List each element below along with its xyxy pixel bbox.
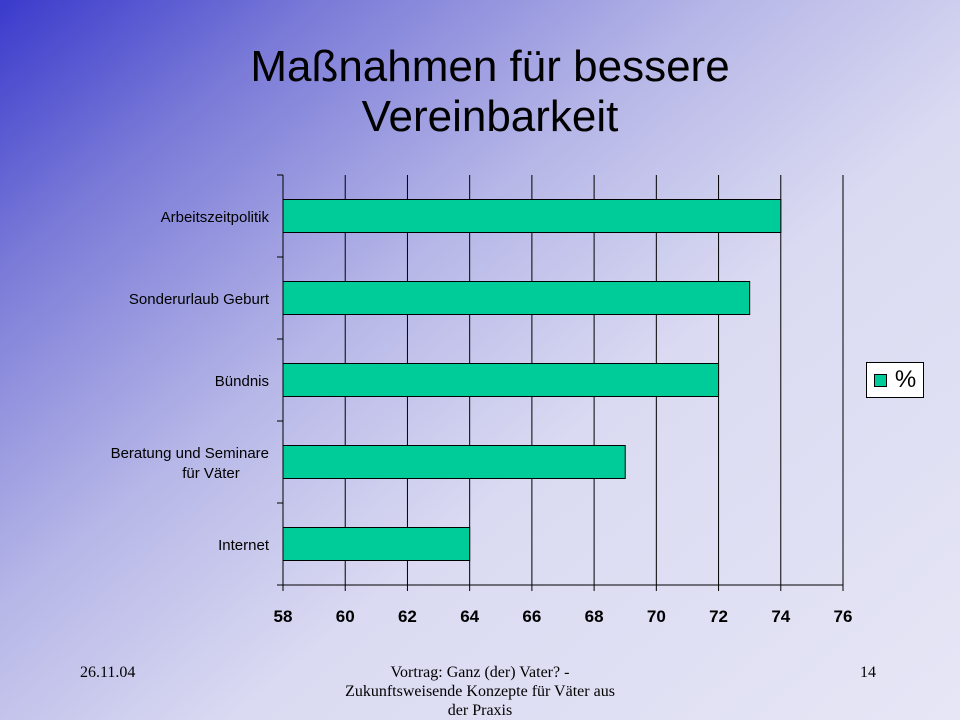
x-tick-label: 72	[709, 607, 728, 626]
x-tick-label: 66	[522, 607, 541, 626]
x-tick-label: 68	[585, 607, 604, 626]
legend-swatch	[873, 373, 887, 387]
bar	[282, 363, 720, 397]
category-label: Sonderurlaub Geburt	[129, 291, 270, 308]
x-tick-label: 76	[834, 607, 853, 626]
x-tick-label: 62	[398, 607, 417, 626]
category-label: Bündnis	[215, 373, 269, 390]
footer-talk-title: Vortrag: Ganz (der) Vater? - Zukunftswei…	[345, 664, 615, 719]
bar	[282, 445, 626, 479]
category-label: Arbeitszeitpolitik	[161, 209, 270, 226]
x-tick-labels: 58 60 62 64 66 68 70 72 74 76	[274, 607, 853, 626]
chart-legend: %	[866, 362, 924, 398]
x-tick-label: 70	[647, 607, 666, 626]
category-label: Internet	[218, 537, 270, 554]
x-tick-label: 60	[336, 607, 355, 626]
category-label: Beratung und Seminare für Väter	[111, 445, 269, 482]
bar	[282, 281, 751, 315]
x-tick-label: 64	[460, 607, 479, 626]
x-tick-label: 58	[274, 607, 293, 626]
footer-date: 26.11.04	[80, 664, 136, 681]
legend-label: %	[894, 366, 917, 393]
footer-page-number: 14	[860, 664, 876, 681]
chart-bars	[282, 199, 782, 561]
chart-axes	[277, 174, 844, 591]
category-labels: Arbeitszeitpolitik Sonderurlaub Geburt Bün…	[111, 209, 270, 554]
bar	[282, 527, 471, 561]
slide-title: Maßnahmen für bessere Vereinbarkeit	[250, 42, 730, 141]
bar	[282, 199, 782, 233]
x-tick-label: 74	[771, 607, 790, 626]
